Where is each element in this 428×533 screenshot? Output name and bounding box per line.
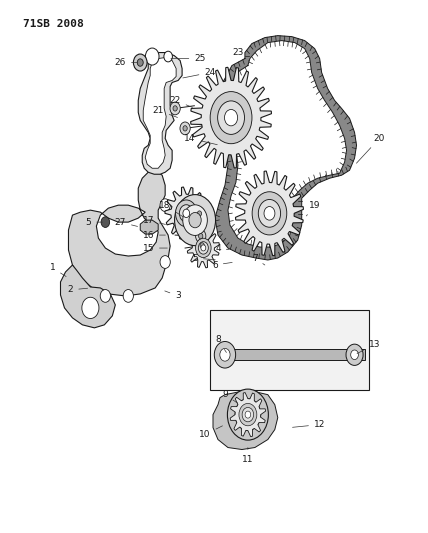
Text: 71SB 2008: 71SB 2008 <box>23 19 83 29</box>
Circle shape <box>100 289 110 302</box>
Text: 17: 17 <box>143 216 166 224</box>
Circle shape <box>197 239 207 252</box>
Text: 18: 18 <box>159 200 183 216</box>
Text: 12: 12 <box>292 420 325 429</box>
Polygon shape <box>215 350 365 360</box>
FancyBboxPatch shape <box>210 310 369 390</box>
Circle shape <box>351 350 358 360</box>
Circle shape <box>264 207 275 220</box>
Text: 26: 26 <box>115 58 137 67</box>
Text: 13: 13 <box>357 340 380 353</box>
Text: 23: 23 <box>232 48 250 61</box>
Circle shape <box>183 126 187 131</box>
Polygon shape <box>138 53 182 174</box>
Text: 8: 8 <box>215 335 226 352</box>
Polygon shape <box>60 265 115 328</box>
Text: 27: 27 <box>115 217 137 227</box>
Text: 14: 14 <box>184 134 217 144</box>
Circle shape <box>82 297 99 319</box>
Polygon shape <box>165 187 208 240</box>
Circle shape <box>123 289 134 302</box>
Circle shape <box>197 211 202 216</box>
Circle shape <box>217 101 244 134</box>
Circle shape <box>201 245 206 251</box>
Polygon shape <box>228 41 347 247</box>
Text: 22: 22 <box>169 96 193 107</box>
Circle shape <box>220 349 230 361</box>
Circle shape <box>245 411 251 418</box>
Circle shape <box>183 205 207 236</box>
Circle shape <box>160 256 170 269</box>
Text: 5: 5 <box>192 254 215 263</box>
Circle shape <box>160 199 170 212</box>
Circle shape <box>225 109 238 126</box>
Circle shape <box>137 59 143 66</box>
Circle shape <box>227 389 268 440</box>
Polygon shape <box>235 171 303 256</box>
Polygon shape <box>143 58 176 168</box>
Circle shape <box>245 411 251 418</box>
Text: 16: 16 <box>143 231 165 239</box>
Text: 20: 20 <box>357 134 385 163</box>
Circle shape <box>210 92 252 144</box>
Circle shape <box>173 106 177 111</box>
Circle shape <box>200 243 204 248</box>
Polygon shape <box>228 41 347 247</box>
Polygon shape <box>140 220 158 234</box>
Text: 3: 3 <box>165 291 181 301</box>
Circle shape <box>146 48 159 65</box>
Polygon shape <box>190 67 271 168</box>
Circle shape <box>134 54 147 71</box>
Text: 1: 1 <box>50 263 66 277</box>
Circle shape <box>346 344 363 366</box>
Text: 19: 19 <box>306 200 321 216</box>
Circle shape <box>180 122 190 135</box>
Polygon shape <box>213 392 278 449</box>
Circle shape <box>101 217 110 228</box>
Polygon shape <box>187 228 219 268</box>
Circle shape <box>241 407 254 423</box>
Circle shape <box>175 195 216 246</box>
Polygon shape <box>230 393 266 437</box>
Polygon shape <box>68 170 170 296</box>
Circle shape <box>198 241 208 254</box>
Circle shape <box>196 238 211 257</box>
Text: 21: 21 <box>152 106 178 117</box>
Text: 9: 9 <box>222 390 238 403</box>
Circle shape <box>214 342 236 368</box>
Circle shape <box>175 200 197 227</box>
Circle shape <box>252 192 287 235</box>
Text: 25: 25 <box>171 54 206 63</box>
Circle shape <box>239 403 257 426</box>
Text: 15: 15 <box>143 244 167 253</box>
Circle shape <box>183 209 190 217</box>
Text: 2: 2 <box>68 286 88 294</box>
Circle shape <box>259 199 281 227</box>
Polygon shape <box>215 36 357 260</box>
Circle shape <box>170 102 180 115</box>
Text: 5: 5 <box>86 217 103 227</box>
Text: 7: 7 <box>252 254 265 265</box>
Circle shape <box>199 233 203 239</box>
Text: 4: 4 <box>215 244 229 253</box>
Text: 10: 10 <box>199 426 223 439</box>
Circle shape <box>196 230 206 243</box>
Text: 11: 11 <box>242 448 254 464</box>
Circle shape <box>164 51 172 62</box>
Text: 6: 6 <box>212 261 232 270</box>
Text: 24: 24 <box>183 68 216 78</box>
Circle shape <box>194 207 205 220</box>
Circle shape <box>235 399 261 431</box>
Circle shape <box>242 407 254 422</box>
Circle shape <box>179 205 193 222</box>
Circle shape <box>189 213 201 228</box>
